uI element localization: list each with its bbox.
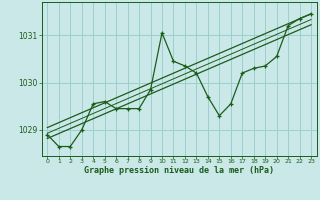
X-axis label: Graphe pression niveau de la mer (hPa): Graphe pression niveau de la mer (hPa)	[84, 166, 274, 175]
